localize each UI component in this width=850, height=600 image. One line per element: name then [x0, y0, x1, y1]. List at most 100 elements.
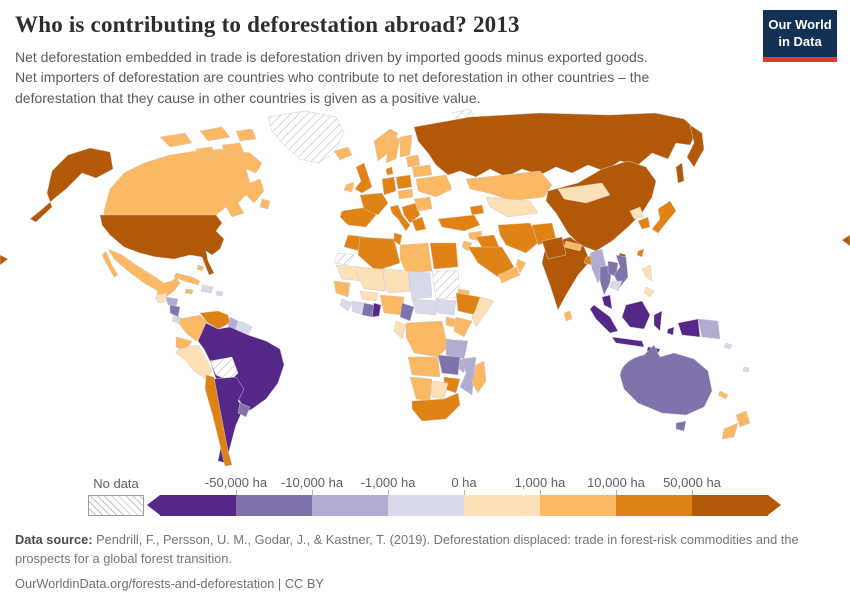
- country-alaska[interactable]: [29, 147, 114, 223]
- country-algeria[interactable]: [357, 236, 401, 272]
- country-china[interactable]: [545, 160, 657, 252]
- country-romania-bulgaria[interactable]: [413, 196, 433, 212]
- country-cambodia[interactable]: [609, 280, 623, 292]
- country-iran[interactable]: [497, 222, 541, 254]
- country-ireland[interactable]: [343, 181, 355, 193]
- country-indonesia-sulawesi[interactable]: [653, 310, 663, 332]
- country-united-states[interactable]: [99, 214, 225, 276]
- country-mexico-baja[interactable]: [101, 250, 119, 278]
- country-solomon-islands[interactable]: [723, 342, 733, 350]
- country-egypt[interactable]: [429, 242, 459, 270]
- country-denmark[interactable]: [385, 166, 394, 176]
- country-canada[interactable]: [103, 148, 265, 218]
- country-turkey[interactable]: [437, 214, 481, 232]
- country-uzbekistan-turkmenistan[interactable]: [485, 196, 539, 218]
- country-dr-congo[interactable]: [405, 320, 449, 358]
- country-greece[interactable]: [411, 216, 427, 232]
- country-chad[interactable]: [407, 270, 433, 300]
- country-philippines-south[interactable]: [643, 286, 655, 298]
- country-brazil[interactable]: [197, 322, 285, 414]
- country-new-caledonia[interactable]: [717, 390, 729, 400]
- country-indonesia-moluccas[interactable]: [666, 326, 675, 336]
- country-russia-sakhalin[interactable]: [675, 162, 685, 184]
- country-senegal-guinea[interactable]: [333, 280, 351, 298]
- country-jamaica[interactable]: [184, 288, 194, 295]
- country-belarus[interactable]: [411, 164, 433, 178]
- country-niger[interactable]: [381, 268, 411, 294]
- country-indonesia-papua[interactable]: [677, 318, 701, 338]
- country-uruguay[interactable]: [237, 402, 251, 418]
- legend-segment[interactable]: [464, 495, 540, 516]
- country-france[interactable]: [359, 192, 389, 216]
- country-mexico[interactable]: [107, 248, 181, 300]
- country-russia-kamchatka[interactable]: [686, 124, 705, 168]
- country-chile[interactable]: [204, 374, 233, 467]
- country-canada-island[interactable]: [195, 146, 217, 160]
- country-canada-island[interactable]: [235, 128, 257, 142]
- country-malaysia-borneo[interactable]: [621, 300, 651, 330]
- country-czech-slovakia-hungary[interactable]: [397, 188, 414, 200]
- country-libya[interactable]: [399, 242, 433, 274]
- country-mongolia[interactable]: [557, 182, 611, 204]
- country-kenya[interactable]: [453, 316, 473, 338]
- country-fiji[interactable]: [742, 366, 750, 373]
- country-nepal[interactable]: [563, 240, 583, 252]
- legend-segment[interactable]: [692, 495, 768, 516]
- country-australia[interactable]: [619, 344, 713, 416]
- no-data-swatch[interactable]: [88, 495, 144, 516]
- country-iceland[interactable]: [333, 146, 353, 161]
- country-papua-new-guinea[interactable]: [697, 318, 721, 340]
- country-mali[interactable]: [355, 266, 387, 292]
- legend-segment[interactable]: [312, 495, 388, 516]
- country-sweden[interactable]: [385, 134, 401, 164]
- country-pakistan[interactable]: [541, 236, 567, 260]
- country-cameroon[interactable]: [399, 302, 415, 322]
- country-puerto-rico[interactable]: [215, 290, 224, 297]
- country-angola[interactable]: [407, 356, 441, 378]
- legend-segment[interactable]: [616, 495, 692, 516]
- country-australia-tasmania[interactable]: [675, 420, 687, 432]
- country-russia-west-sliver[interactable]: [0, 254, 9, 266]
- country-canada-island[interactable]: [199, 126, 231, 142]
- country-baltics[interactable]: [405, 154, 421, 168]
- country-madagascar[interactable]: [471, 360, 487, 394]
- country-balkans[interactable]: [401, 202, 421, 224]
- country-vietnam[interactable]: [613, 254, 629, 288]
- country-canada-island[interactable]: [159, 132, 193, 148]
- country-japan[interactable]: [651, 200, 677, 234]
- country-caucasus[interactable]: [469, 204, 485, 216]
- country-bahamas[interactable]: [196, 264, 205, 272]
- country-cuba[interactable]: [173, 272, 201, 286]
- legend-segment[interactable]: [540, 495, 616, 516]
- country-yemen[interactable]: [497, 266, 521, 284]
- country-burkina-faso[interactable]: [359, 290, 379, 302]
- country-canada-island[interactable]: [221, 142, 245, 156]
- country-indonesia-sumatra[interactable]: [589, 304, 619, 334]
- country-russia[interactable]: [413, 112, 698, 178]
- country-sri-lanka[interactable]: [563, 310, 573, 322]
- country-finland[interactable]: [399, 134, 413, 158]
- country-central-african-republic[interactable]: [411, 298, 439, 316]
- country-namibia[interactable]: [409, 376, 433, 402]
- country-sierra-leone-liberia[interactable]: [339, 298, 353, 312]
- country-kazakhstan[interactable]: [465, 170, 553, 202]
- legend-segment[interactable]: [388, 495, 464, 516]
- license-link-line[interactable]: OurWorldinData.org/forests-and-deforesta…: [15, 576, 324, 592]
- legend-segment[interactable]: [160, 495, 236, 516]
- country-malaysia-peninsula[interactable]: [601, 294, 613, 310]
- country-western-sahara[interactable]: [333, 252, 355, 266]
- country-north-korea[interactable]: [629, 206, 645, 220]
- country-jordan-israel[interactable]: [461, 240, 473, 252]
- country-germany[interactable]: [381, 176, 397, 196]
- country-uganda[interactable]: [445, 316, 457, 328]
- country-sudan[interactable]: [431, 270, 461, 300]
- country-indonesia-java[interactable]: [611, 336, 645, 348]
- country-greenland[interactable]: [267, 110, 345, 164]
- country-philippines[interactable]: [641, 264, 653, 282]
- country-somalia[interactable]: [471, 296, 495, 328]
- country-new-zealand-north[interactable]: [735, 410, 751, 428]
- country-ukraine[interactable]: [415, 174, 453, 198]
- country-zambia[interactable]: [437, 354, 461, 376]
- country-togo-benin[interactable]: [371, 302, 382, 318]
- country-hispaniola[interactable]: [200, 284, 214, 294]
